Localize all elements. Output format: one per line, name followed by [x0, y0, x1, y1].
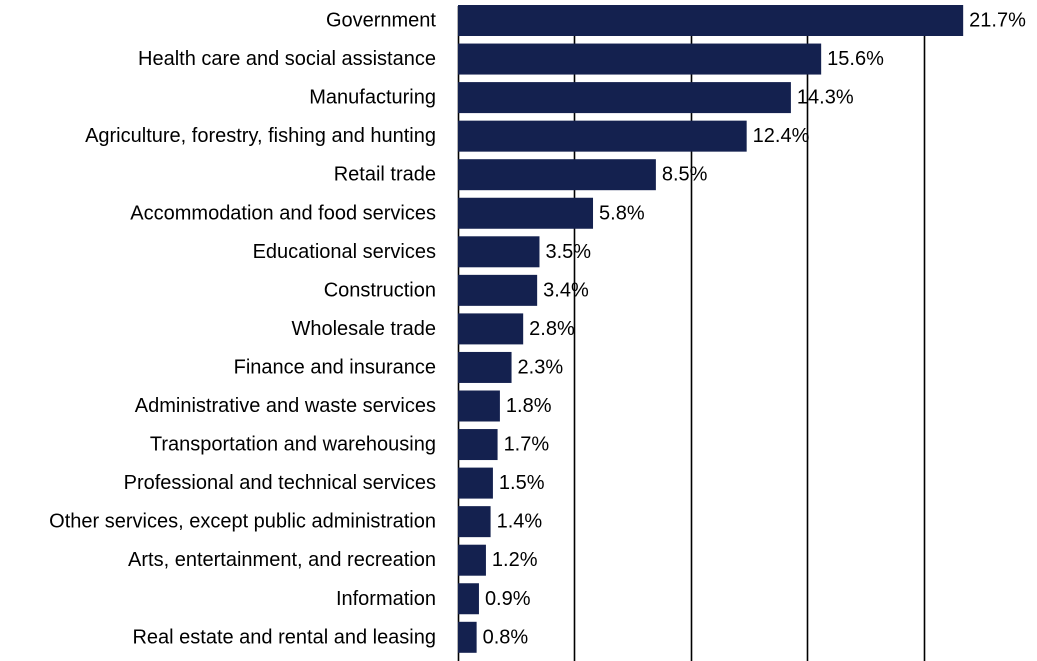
category-label: Arts, entertainment, and recreation: [128, 549, 436, 571]
data-label: 1.2%: [492, 549, 538, 571]
bar: [458, 43, 822, 75]
data-label: 1.8%: [506, 395, 552, 417]
data-label: 8.5%: [662, 164, 708, 186]
data-label: 2.3%: [518, 356, 564, 378]
data-label: 21.7%: [969, 10, 1026, 32]
category-label: Administrative and waste services: [135, 395, 436, 417]
category-label: Accommodation and food services: [130, 202, 436, 224]
data-label: 3.5%: [545, 241, 591, 263]
bar: [458, 120, 747, 152]
bar: [458, 429, 498, 461]
data-label: 0.8%: [483, 626, 529, 648]
bar: [458, 197, 594, 229]
bar: [458, 159, 656, 191]
data-label: 12.4%: [753, 125, 810, 147]
data-label: 2.8%: [529, 318, 575, 340]
data-label: 1.4%: [497, 511, 543, 533]
category-label: Real estate and rental and leasing: [132, 626, 436, 648]
category-label: Manufacturing: [309, 87, 436, 109]
category-labels: Government Health care and social assista…: [49, 10, 436, 649]
value-labels: 21.7% 15.6% 14.3% 12.4% 8.5% 5.8% 3.5% 3.4% 2.8%…: [483, 10, 1026, 649]
bar: [458, 351, 512, 383]
category-label: Other services, except public administra…: [49, 511, 436, 533]
data-label: 1.7%: [504, 434, 550, 456]
category-label: Retail trade: [334, 164, 436, 186]
data-label: 5.8%: [599, 202, 645, 224]
data-label: 3.4%: [543, 279, 589, 301]
data-label: 1.5%: [499, 472, 545, 494]
bar: [458, 544, 486, 576]
bar: [458, 82, 791, 114]
category-label: Educational services: [253, 241, 436, 263]
category-label: Professional and technical services: [124, 472, 436, 494]
category-label: Finance and insurance: [234, 356, 436, 378]
bar: [458, 467, 493, 499]
category-label: Government: [326, 10, 436, 32]
category-label: Agriculture, forestry, fishing and hunti…: [85, 125, 436, 147]
bar: [458, 5, 964, 36]
bar: [458, 506, 491, 538]
category-label: Information: [336, 588, 436, 610]
data-label: 0.9%: [485, 588, 531, 610]
data-label: 14.3%: [797, 87, 854, 109]
bar: [458, 236, 540, 268]
category-label: Transportation and warehousing: [150, 434, 436, 456]
bar: [458, 313, 524, 345]
category-label: Health care and social assistance: [138, 48, 436, 70]
bar: [458, 583, 479, 615]
bar: [458, 621, 477, 653]
category-label: Construction: [324, 279, 436, 301]
bar: [458, 274, 538, 306]
bar: [458, 390, 500, 422]
data-label: 15.6%: [827, 48, 884, 70]
bars: [458, 5, 964, 653]
category-label: Wholesale trade: [291, 318, 436, 340]
